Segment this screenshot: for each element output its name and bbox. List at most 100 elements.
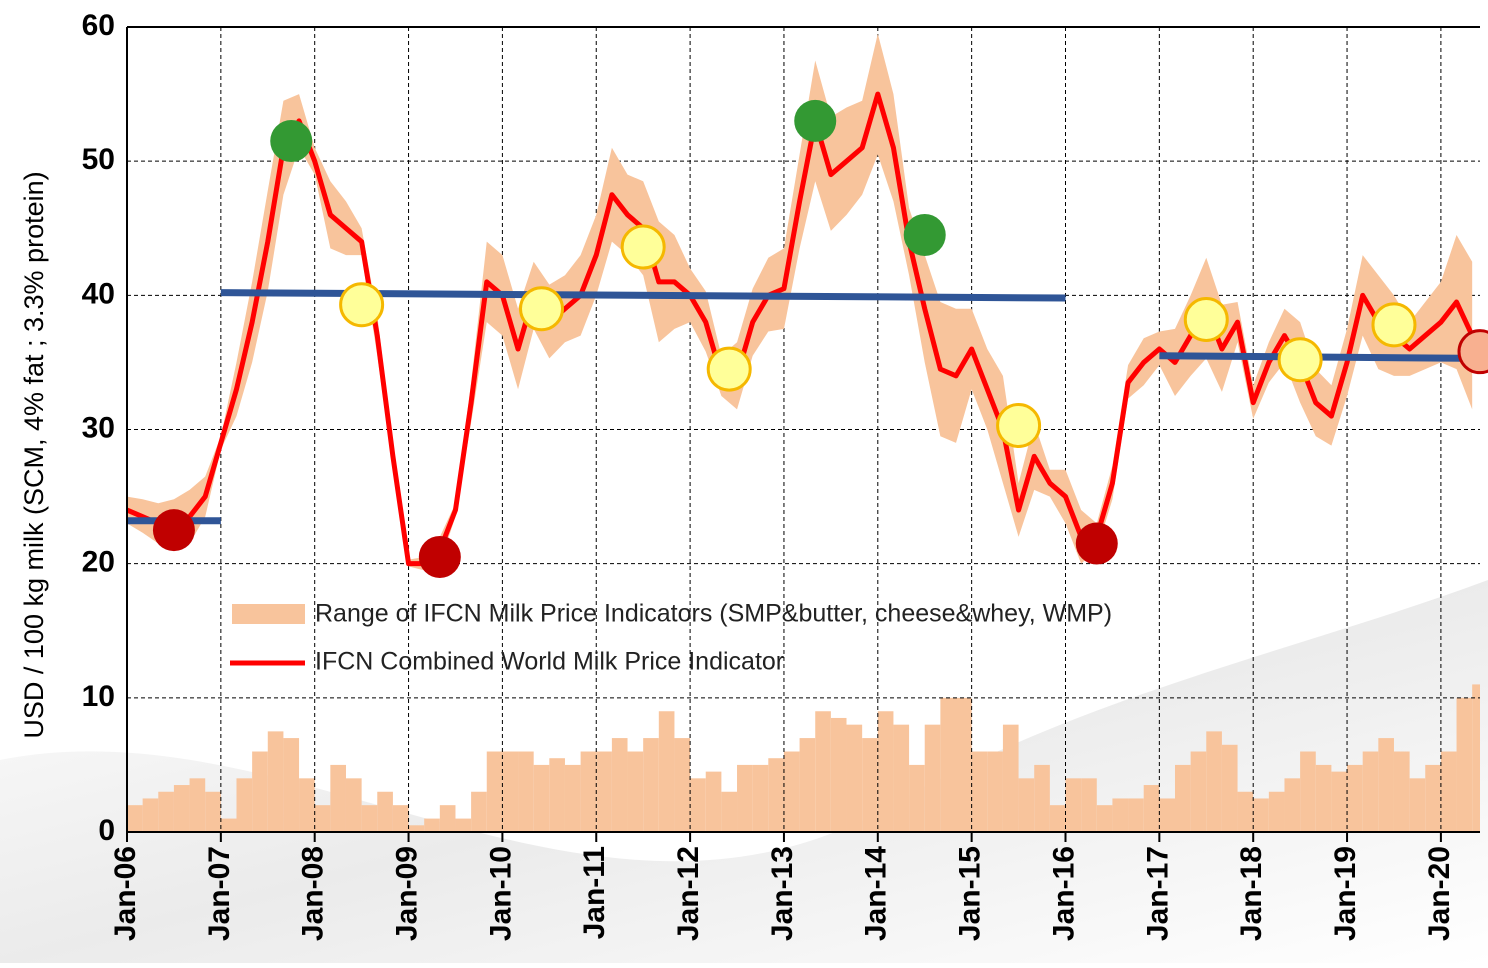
spread-bar: [924, 724, 941, 832]
x-tick-label: Jan-18: [1235, 846, 1268, 941]
spread-bar: [721, 791, 738, 832]
x-tick-label: Jan-15: [954, 846, 987, 941]
spread-bar: [1456, 697, 1473, 832]
spread-bar: [1237, 791, 1254, 832]
y-tick-label: 10: [82, 680, 115, 713]
spread-bar: [1472, 684, 1480, 832]
spread-bar: [1081, 778, 1097, 832]
spread-bar: [299, 778, 315, 832]
y-tick-label: 20: [82, 546, 115, 579]
spread-bar: [1268, 791, 1285, 832]
marker: [903, 213, 946, 256]
spread-bar: [705, 771, 722, 832]
spread-bar: [127, 805, 143, 832]
spread-bar: [564, 764, 581, 832]
x-tick-label: Jan-19: [1329, 846, 1362, 941]
spread-bar: [1034, 764, 1050, 832]
x-tick-label: Jan-06: [109, 846, 142, 941]
x-tick-label: Jan-08: [297, 846, 330, 941]
spread-bar: [361, 805, 378, 832]
spread-bar: [533, 764, 550, 832]
marker: [620, 224, 666, 270]
marker: [1075, 522, 1118, 565]
spread-bar: [1362, 751, 1379, 832]
spread-bar: [596, 751, 612, 832]
spread-bar: [486, 751, 503, 832]
spread-bar: [377, 791, 393, 832]
spread-bar: [189, 778, 206, 832]
marker: [270, 120, 313, 163]
spread-bar: [611, 738, 628, 832]
spread-bar: [471, 791, 487, 832]
spread-bar: [502, 751, 519, 832]
spread-bar: [971, 751, 988, 832]
spread-bar: [1159, 798, 1175, 832]
spread-bar: [1049, 805, 1066, 832]
spread-bar: [1096, 805, 1113, 832]
spread-bar: [1253, 798, 1269, 832]
spread-bar: [815, 711, 831, 832]
spread-bar: [956, 697, 972, 832]
spread-bar: [267, 731, 284, 832]
y-axis-label: USD / 100 kg milk (SCM, 4% fat ; 3.3% pr…: [19, 171, 49, 738]
spread-bar: [439, 805, 456, 832]
x-tick-label: Jan-09: [390, 846, 423, 941]
spread-bar: [674, 738, 691, 832]
spread-bar: [1347, 764, 1363, 832]
spread-bar: [877, 711, 894, 832]
spread-bar: [1331, 771, 1348, 832]
marker: [1277, 337, 1323, 383]
spread-bar: [1378, 738, 1394, 832]
spread-bar: [690, 778, 706, 832]
legend-label: Range of IFCN Milk Price Indicators (SMP…: [315, 600, 1112, 628]
legend-label: IFCN Combined World Milk Price Indicator: [315, 648, 784, 676]
spread-bar: [799, 738, 816, 832]
spread-bar: [1284, 778, 1301, 832]
spread-bar: [893, 724, 910, 832]
y-tick-label: 30: [82, 411, 115, 444]
spread-bar: [392, 805, 409, 832]
spread-bar: [424, 818, 440, 832]
spread-bar: [220, 818, 237, 832]
x-tick-label: Jan-16: [1047, 846, 1080, 941]
marker: [1457, 329, 1488, 375]
spread-bar: [1206, 731, 1222, 832]
spread-bar: [236, 778, 253, 832]
spread-bar: [1425, 764, 1441, 832]
spread-bar: [314, 805, 331, 832]
y-tick-label: 40: [82, 277, 115, 310]
marker: [996, 402, 1042, 448]
x-tick-label: Jan-10: [484, 846, 517, 941]
y-tick-label: 0: [98, 814, 115, 847]
spread-bar: [909, 764, 925, 832]
x-tick-label: Jan-17: [1141, 846, 1174, 941]
spread-bar: [142, 798, 159, 832]
marker: [1371, 302, 1417, 348]
spread-bar: [158, 791, 174, 832]
spread-bar: [737, 764, 753, 832]
spread-bar: [987, 751, 1003, 832]
spread-bar: [408, 825, 425, 832]
marker: [794, 99, 837, 142]
spread-bar: [768, 758, 784, 832]
marker: [706, 346, 752, 392]
spread-bar: [783, 751, 800, 832]
x-tick-label: Jan-07: [203, 846, 236, 941]
marker: [339, 282, 385, 328]
marker: [152, 509, 195, 552]
spread-bar: [205, 791, 221, 832]
spread-bar: [455, 818, 472, 832]
spread-bar: [518, 751, 534, 832]
y-tick-label: 60: [82, 9, 115, 42]
spread-bar: [330, 764, 346, 832]
spread-bar: [173, 785, 190, 832]
spread-bar: [1112, 798, 1129, 832]
spread-bar: [1409, 778, 1426, 832]
spread-bar: [1393, 751, 1410, 832]
spread-bar: [1143, 785, 1160, 832]
spread-bar: [252, 751, 268, 832]
spread-bar: [1065, 778, 1082, 832]
spread-bar: [1315, 764, 1332, 832]
price-line: [126, 91, 1475, 567]
